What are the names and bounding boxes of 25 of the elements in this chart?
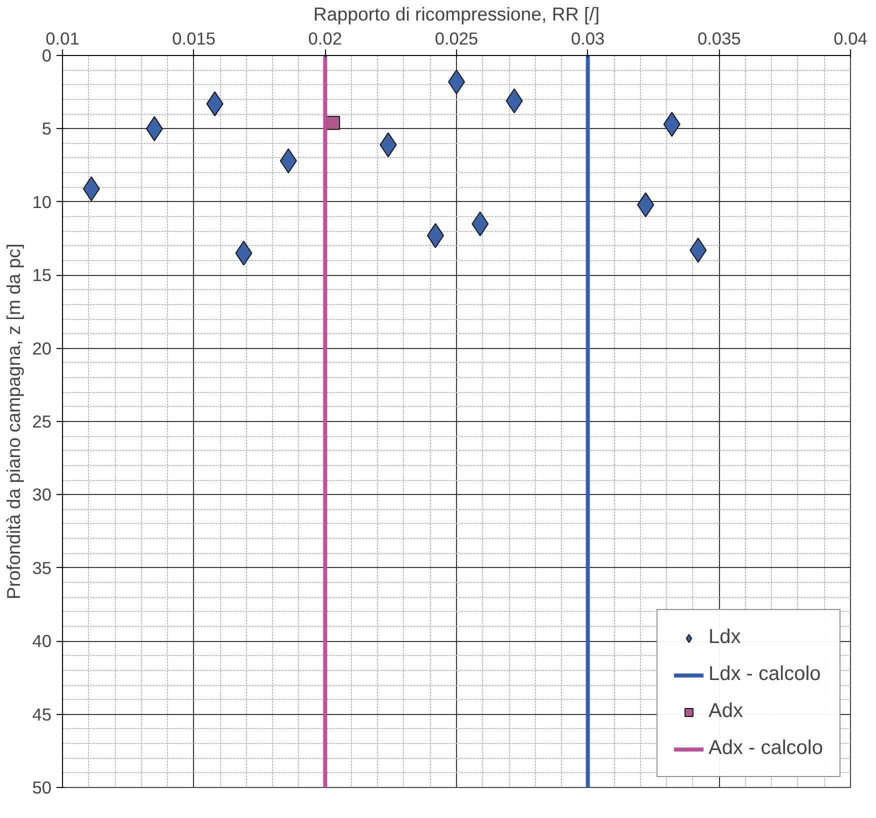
legend-label: Adx: [708, 700, 743, 723]
y-tick-label: 5: [42, 118, 52, 139]
y-tick-label: 50: [32, 778, 52, 798]
x-tick-label: 0.01: [46, 28, 80, 48]
y-tick-label: 35: [32, 558, 52, 578]
y-tick-label: 15: [32, 265, 52, 286]
x-tick-label: 0.02: [308, 28, 342, 48]
x-tick-label: 0.035: [697, 28, 741, 48]
x-tick-label: 0.04: [834, 28, 868, 48]
point: [326, 116, 340, 130]
x-tick-label: 0.03: [570, 28, 605, 48]
y-tick-label: 25: [32, 412, 52, 432]
x-axis-title: Rapporto di ricompressione, RR [/]: [313, 4, 600, 24]
y-axis-title: Profondità da piano campagna, z [m da pc]: [3, 244, 24, 600]
legend-label: Adx - calcolo: [708, 737, 823, 760]
legend-label: Ldx: [708, 626, 741, 649]
x-tick-label: 0.025: [434, 28, 478, 48]
y-tick-label: 30: [32, 484, 52, 505]
legend-label: Ldx - calcolo: [708, 663, 821, 686]
x-tick-label: 0.015: [172, 28, 216, 48]
y-tick-label: 45: [32, 704, 52, 724]
y-tick-label: 0: [42, 46, 52, 66]
y-tick-label: 10: [32, 192, 52, 212]
y-tick-label: 40: [32, 631, 52, 652]
y-tick-label: 20: [32, 338, 52, 358]
